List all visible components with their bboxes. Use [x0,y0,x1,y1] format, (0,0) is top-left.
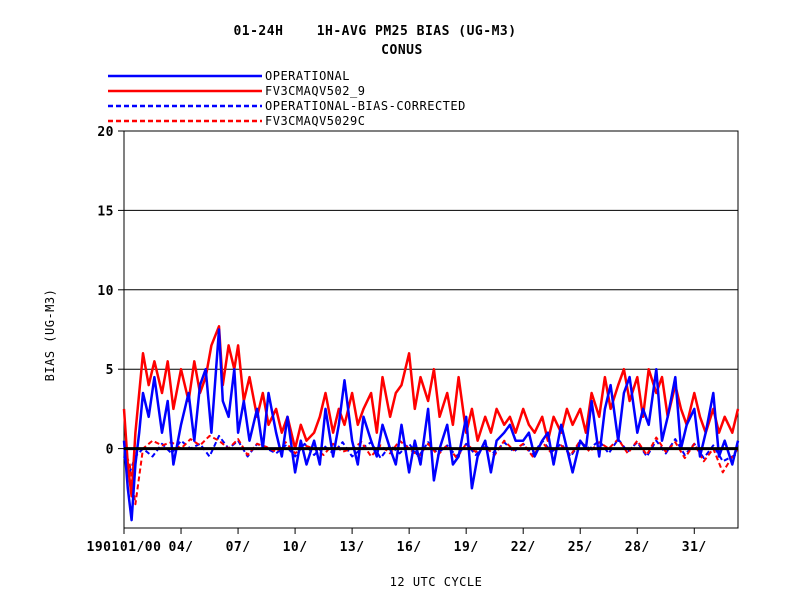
legend-label: OPERATIONAL-BIAS-CORRECTED [265,99,466,113]
x-tick-label: 22/ [511,540,536,555]
x-axis-label: 12 UTC CYCLE [390,575,483,589]
x-tick-label: 16/ [397,540,422,555]
x-tick-label: 07/ [226,540,251,555]
series-layer [122,325,740,522]
y-tick-label: 5 [106,363,114,378]
y-tick-label: 20 [97,125,114,140]
series-line-0 [122,328,740,522]
x-tick-label: 04/ [169,540,194,555]
legend-label: FV3CMAQV502_9 [265,84,365,98]
y-tick-label: 0 [106,443,114,458]
y-axis: 0 5 10 15 20 [97,125,124,458]
chart-subtitle: CONUS [381,43,423,58]
series-line-2 [123,434,739,474]
chart-title: 01-24H 1H-AVG PM25 BIAS (UG-M3) [233,24,516,39]
legend: OPERATIONALFV3CMAQV502_9OPERATIONAL-BIAS… [108,69,466,128]
legend-label: FV3CMAQV5029C [265,114,365,128]
x-tick-label: 25/ [568,540,593,555]
y-tick-label: 15 [97,204,114,219]
x-tick-label: 190101/00 [87,540,162,555]
x-axis: 190101/00 04/07/10/13/16/19/22/25/28/31/ [87,528,707,555]
x-tick-label: 13/ [340,540,365,555]
series-line-1 [122,325,740,498]
x-tick-label: 19/ [454,540,479,555]
x-tick-label: 31/ [682,540,707,555]
legend-label: OPERATIONAL [265,69,350,83]
y-tick-label: 10 [97,284,114,299]
y-axis-label: BIAS (UG-M3) [43,289,57,382]
plot-frame [123,130,739,529]
x-tick-label: 28/ [625,540,650,555]
series-line-3 [123,434,739,506]
x-tick-label: 10/ [283,540,308,555]
